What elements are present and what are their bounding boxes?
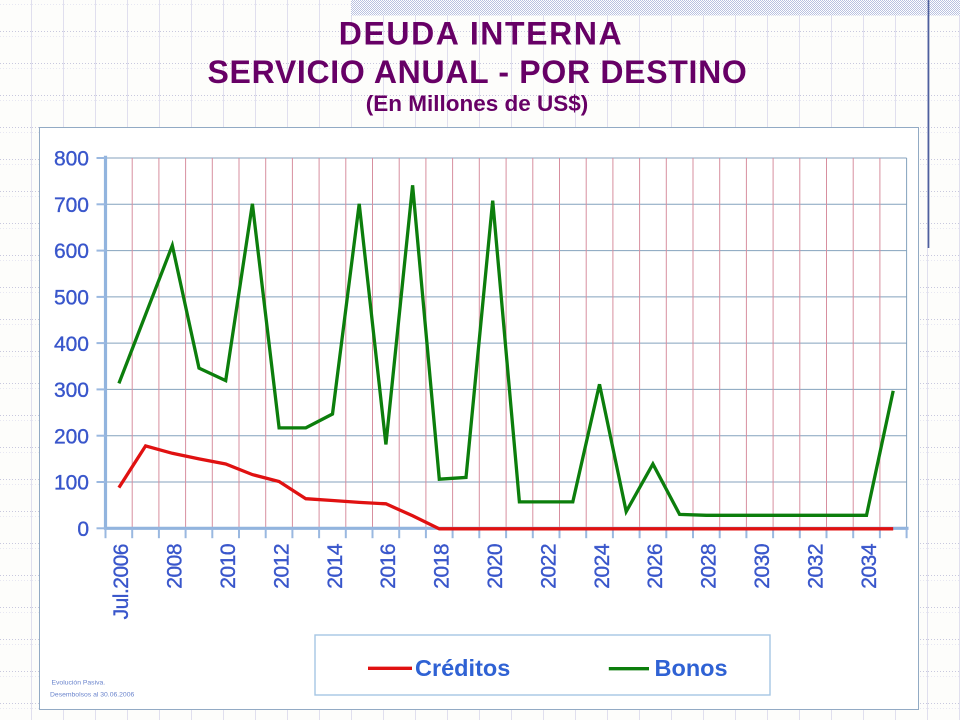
svg-text:600: 600 [54,240,89,263]
svg-text:400: 400 [54,333,89,356]
svg-text:2030: 2030 [751,544,774,589]
svg-text:(En Millones de US$): (En Millones de US$) [366,91,589,116]
svg-text:100: 100 [54,472,89,495]
svg-text:SERVICIO ANUAL - POR DESTINO: SERVICIO ANUAL - POR DESTINO [208,54,748,90]
svg-text:2026: 2026 [644,544,667,589]
svg-text:DEUDA INTERNA: DEUDA INTERNA [339,15,624,51]
svg-text:0: 0 [77,518,89,541]
svg-text:Desembolsos al 30.06.2006: Desembolsos al 30.06.2006 [50,691,134,698]
svg-text:200: 200 [54,425,89,448]
svg-text:2016: 2016 [377,544,400,589]
svg-text:2010: 2010 [217,544,240,589]
svg-text:300: 300 [54,379,89,402]
svg-text:700: 700 [54,194,89,217]
svg-text:500: 500 [54,287,89,310]
svg-text:Bonos: Bonos [655,655,728,681]
svg-text:Evolución Pasiva.: Evolución Pasiva. [52,679,106,686]
svg-text:2034: 2034 [858,543,881,589]
svg-text:2024: 2024 [591,543,614,589]
svg-text:2022: 2022 [537,544,560,589]
svg-text:Jul.2006: Jul.2006 [110,544,133,619]
svg-text:2008: 2008 [164,544,187,589]
svg-text:2014: 2014 [324,543,347,589]
svg-text:2032: 2032 [804,544,827,589]
svg-text:800: 800 [54,148,89,171]
svg-text:2020: 2020 [484,544,507,589]
svg-text:2028: 2028 [698,544,721,589]
svg-text:Créditos: Créditos [415,655,510,681]
svg-text:2018: 2018 [431,544,454,589]
svg-text:2012: 2012 [270,544,293,589]
